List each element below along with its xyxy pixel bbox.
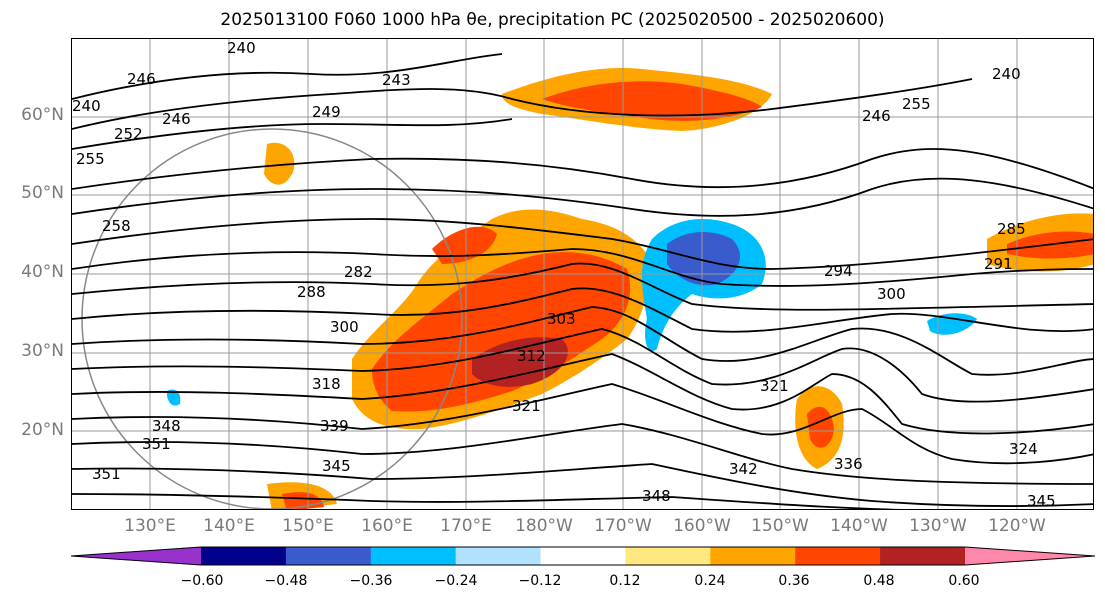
contour-label: 240 [992,65,1021,83]
contour-label: 246 [162,110,191,128]
lon-label: 180°W [515,516,573,536]
colorbar-tick: 0.12 [609,573,641,589]
colorbar-tick: −0.24 [434,573,478,589]
negative-anomaly-west [166,389,181,406]
contour-label: 246 [127,70,156,88]
colorbar-tick: 0.60 [948,573,980,589]
colorbar-segment [455,547,542,565]
contour-label: 351 [92,465,121,483]
lon-label: 170°E [440,516,492,536]
colorbar-segment [201,547,287,565]
colorbar-extend-low [71,547,201,565]
contour-label: 291 [984,255,1013,273]
lon-label: 160°E [361,516,413,536]
lon-label: 140°W [830,516,888,536]
colorbar-tick: 0.24 [694,573,726,589]
lon-label: 130°W [909,516,967,536]
contour-label: 258 [102,217,131,235]
colorbar-segment [370,547,457,565]
contour-label: 255 [76,150,105,168]
lon-label: 130°E [124,516,176,536]
positive-anomaly-west [264,142,295,185]
lon-label: 150°W [751,516,809,536]
contour-label: 240 [72,97,101,115]
shaded-anomalies [166,68,1093,509]
map-panel: 240 246 240 252 246 255 258 243 249 246 … [71,38,1094,510]
contour-label: 348 [152,417,181,435]
contour-label: 300 [877,285,906,303]
lon-label: 140°E [203,516,255,536]
contour-label: 282 [344,263,373,281]
chart-title: 2025013100 F060 1000 hPa θe, precipitati… [220,10,885,30]
positive-anomaly-region-core [372,252,631,412]
colorbar-segment [625,547,711,565]
contour-label: 285 [997,220,1026,238]
contour-label: 249 [312,103,341,121]
colorbar-segment [285,547,372,565]
contour-label: 294 [824,262,853,280]
contour-label: 321 [760,377,789,395]
map-svg: 240 246 240 252 246 255 258 243 249 246 … [72,39,1093,510]
colorbar-segment [880,547,966,565]
colorbar-tick: 0.48 [863,573,895,589]
colorbar-tick: 0.36 [778,573,810,589]
contour-label: 336 [834,455,863,473]
contour-label: 303 [547,310,576,328]
contour-label: 321 [512,397,541,415]
contour-label: 243 [382,71,411,89]
contour-label: 348 [642,487,671,505]
contour-label: 351 [142,435,171,453]
contour-label: 288 [297,283,326,301]
contour-label: 339 [320,417,349,435]
gridlines [72,39,1093,509]
lat-label: 40°N [21,262,64,282]
lon-label: 120°W [988,516,1046,536]
contour-label: 312 [517,347,546,365]
colorbar-tick: −0.48 [264,573,308,589]
colorbar-segment [710,547,796,565]
contour-label: 255 [902,95,931,113]
lon-label: 160°W [673,516,731,536]
colorbar-tick: −0.60 [180,573,224,589]
negative-anomaly-small [927,313,977,335]
colorbar-extend-high [965,547,1095,565]
range-circle [81,128,463,509]
colorbar-outline [70,546,1096,566]
contour-label: 324 [1009,440,1038,458]
contour-label: 300 [330,318,359,336]
theta-e-contours [72,53,1093,509]
lat-label: 50°N [21,183,64,203]
contour-label: 342 [729,460,758,478]
colorbar-segment [540,547,626,565]
colorbar-tick: −0.36 [349,573,393,589]
lat-label: 30°N [21,341,64,361]
contour-label: 318 [312,375,341,393]
positive-anomaly-region-north-core [542,81,762,121]
lon-label: 150°E [282,516,334,536]
contour-label: 345 [1027,492,1056,510]
negative-anomaly-core [667,232,740,286]
colorbar-segment [795,547,881,565]
colorbar [70,546,1096,566]
contour-labels: 240 246 240 252 246 255 258 243 249 246 … [72,39,1056,510]
contour-label: 345 [322,457,351,475]
contour-label: 252 [114,125,143,143]
contour-label: 246 [862,107,891,125]
positive-anomaly-blob [432,226,497,264]
lon-label: 170°W [594,516,652,536]
positive-anomaly-east-core [807,406,834,448]
colorbar-tick: −0.12 [518,573,562,589]
lat-label: 60°N [21,105,64,125]
contour-label: 240 [227,39,256,57]
lat-label: 20°N [21,420,64,440]
